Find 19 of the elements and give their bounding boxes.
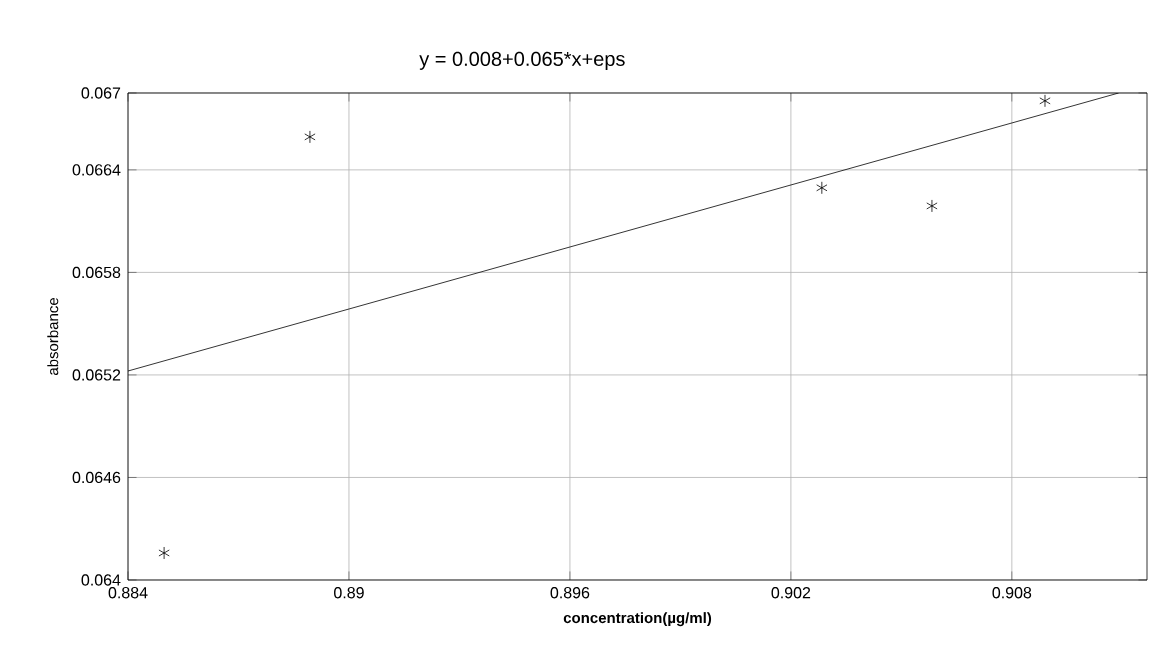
x-tick-label: 0.884 [108, 587, 148, 599]
point [926, 199, 938, 213]
x-tick-label: 0.902 [771, 587, 811, 599]
x-tick-label: 0.908 [992, 587, 1032, 599]
chart-title: y = 0.008+0.065*x+eps [419, 51, 625, 70]
y-tick-label: 0.064 [81, 574, 121, 586]
y-tick-label: 0.0658 [72, 266, 121, 279]
point [158, 546, 170, 560]
y-tick-label: 0.0646 [72, 471, 121, 484]
x-tick-label: 0.89 [334, 587, 364, 599]
y-tick-label: 0.0652 [72, 369, 121, 381]
point [1039, 94, 1051, 108]
y-axis-title: absorbance [47, 297, 59, 376]
y-tick-label: 0.067 [81, 87, 121, 99]
y-tick-label: 0.0664 [72, 164, 121, 176]
point [816, 181, 828, 195]
x-tick-label: 0.896 [550, 587, 590, 599]
x-axis-title: concentration(µg/ml) [563, 612, 712, 627]
point [304, 130, 316, 144]
